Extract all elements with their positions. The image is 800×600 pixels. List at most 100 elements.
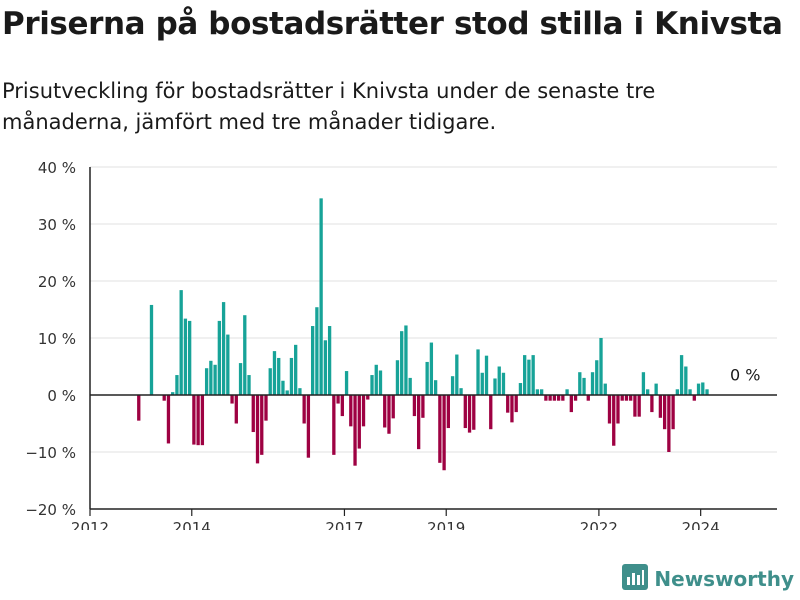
bar xyxy=(616,395,620,424)
bar xyxy=(277,357,281,395)
bar xyxy=(404,325,408,395)
bar xyxy=(679,355,684,395)
bar xyxy=(501,372,506,395)
chart-title: Priserna på bostadsrätter stod stilla i … xyxy=(2,6,783,42)
bar xyxy=(624,395,629,401)
bar xyxy=(175,375,179,395)
bar xyxy=(705,389,709,395)
axes xyxy=(89,167,777,516)
bar xyxy=(149,304,154,395)
bar xyxy=(484,355,489,395)
y-tick-label: −10 % xyxy=(25,444,76,462)
bar xyxy=(692,395,696,401)
bar xyxy=(230,395,234,404)
bar xyxy=(319,198,323,395)
bar xyxy=(285,390,289,395)
bar-chart-logo-icon xyxy=(622,564,649,594)
bar xyxy=(527,359,531,395)
bar xyxy=(183,318,188,395)
bar xyxy=(357,395,361,449)
bar xyxy=(433,380,438,395)
x-tick-label: 2014 xyxy=(173,519,211,530)
bar xyxy=(391,395,395,419)
bar xyxy=(306,395,311,458)
bar xyxy=(361,395,366,427)
bar xyxy=(251,395,255,433)
bar xyxy=(243,315,247,395)
y-tick-label: 30 % xyxy=(38,216,76,234)
y-tick-label: 20 % xyxy=(38,273,76,291)
bar xyxy=(400,331,404,395)
bar xyxy=(383,395,387,428)
bar xyxy=(260,395,264,455)
bar xyxy=(590,372,595,395)
bar xyxy=(667,395,671,452)
bar xyxy=(701,382,705,395)
chart-subtitle: Prisutveckling för bostadsrätter i Knivs… xyxy=(2,79,656,134)
bar xyxy=(387,395,391,434)
bar xyxy=(497,366,501,395)
bar xyxy=(480,372,484,395)
bar xyxy=(696,383,701,395)
bar xyxy=(675,389,679,395)
bar xyxy=(264,395,268,421)
latest-value-label: 0 % xyxy=(730,365,760,384)
bar xyxy=(467,395,472,433)
bar xyxy=(578,372,582,395)
bar xyxy=(552,395,557,401)
bar xyxy=(671,395,675,430)
bar xyxy=(395,360,400,395)
bar xyxy=(429,342,434,395)
bar xyxy=(455,354,459,395)
bar xyxy=(684,366,688,395)
bar xyxy=(425,361,429,395)
bar xyxy=(344,371,349,395)
bar xyxy=(332,395,336,455)
bar xyxy=(438,395,442,463)
bar xyxy=(166,395,171,444)
x-tick-label: 2024 xyxy=(682,519,720,530)
bar xyxy=(539,389,544,395)
bar xyxy=(192,395,196,445)
bar xyxy=(217,320,221,395)
bar xyxy=(238,363,243,395)
bar xyxy=(569,395,573,413)
x-tick-label: 2017 xyxy=(325,519,363,530)
x-tick-label: 2022 xyxy=(580,519,618,530)
gridlines xyxy=(90,166,777,453)
bar xyxy=(349,395,353,427)
bar xyxy=(162,395,166,401)
bar xyxy=(493,378,497,395)
bar xyxy=(370,375,374,395)
bar xyxy=(323,340,328,395)
bar xyxy=(450,376,455,395)
bar xyxy=(171,392,175,395)
bar xyxy=(315,307,319,395)
bar xyxy=(234,395,238,424)
bar xyxy=(200,395,205,446)
bar xyxy=(556,395,561,401)
brand-logo: Newsworthy xyxy=(622,564,794,594)
bar xyxy=(446,395,450,429)
bar xyxy=(272,351,277,395)
bar xyxy=(340,395,344,417)
x-tick-label: 2019 xyxy=(427,519,465,530)
bar xyxy=(255,395,260,464)
bar xyxy=(476,349,480,395)
bar xyxy=(442,395,446,471)
bar xyxy=(374,364,378,395)
x-axis-tick-labels: 2012 2014 2017 2019 2022 2024 xyxy=(71,519,720,530)
y-axis-tick-labels: −20 % −10 % 0 % 10 % 20 % 30 % 40 % xyxy=(25,159,76,519)
bar xyxy=(523,355,527,395)
bar xyxy=(489,395,493,430)
bar xyxy=(514,395,518,413)
bar xyxy=(226,334,230,395)
bar xyxy=(179,290,183,395)
bar xyxy=(688,389,692,395)
bar xyxy=(137,395,141,421)
bar xyxy=(213,364,217,395)
bar xyxy=(221,302,226,395)
bar xyxy=(289,357,294,395)
bar xyxy=(421,395,425,418)
bar xyxy=(268,368,272,395)
